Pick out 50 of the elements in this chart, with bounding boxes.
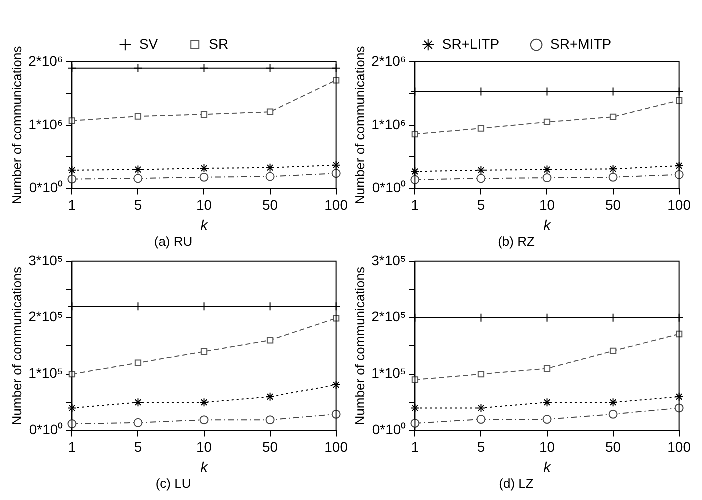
x-tick-label: 10 — [196, 197, 212, 214]
x-tick-label: 50 — [262, 197, 278, 214]
text: (d) LZ — [499, 476, 534, 491]
x-tick-label: 5 — [134, 439, 142, 456]
x-tick-label: 100 — [324, 439, 348, 456]
x-tick-label: 100 — [668, 197, 692, 214]
x-tick-label: 5 — [477, 197, 486, 214]
y-axis-title: Number of communications — [352, 46, 368, 205]
x-tick-label: 50 — [262, 439, 278, 456]
x-tick-label: 100 — [668, 439, 692, 456]
legend-label: SV — [139, 36, 159, 52]
text: (b) RZ — [498, 234, 535, 249]
x-axis-title: k — [200, 216, 209, 233]
y-tick-label: 1*10⁶ — [28, 116, 64, 132]
y-tick-label: 1*10⁶ — [372, 116, 406, 132]
x-axis-title: k — [200, 458, 209, 475]
legend-label: SR — [209, 36, 229, 52]
y-tick-label: 2*10⁶ — [372, 52, 406, 69]
x-tick-label: 10 — [539, 197, 556, 214]
y-tick-label: 3*10⁵ — [28, 252, 64, 268]
x-axis-title: k — [544, 458, 552, 475]
x-tick-label: 100 — [324, 197, 348, 214]
x-tick-label: 1 — [68, 197, 76, 214]
legend-label: SR+LITP — [442, 36, 500, 52]
x-tick-label: 50 — [605, 197, 622, 214]
y-tick-label: 0*10⁰ — [29, 180, 64, 196]
text: (c) LU — [156, 476, 192, 491]
y-tick-label: 0*10⁰ — [372, 180, 406, 196]
y-tick-label: 1*10⁵ — [28, 365, 64, 382]
y-tick-label: 2*10⁶ — [28, 52, 64, 69]
x-tick-label: 1 — [411, 439, 420, 456]
y-tick-label: 2*10⁵ — [372, 308, 406, 325]
y-tick-label: 3*10⁵ — [372, 252, 406, 268]
text: (a) RU — [154, 234, 193, 249]
x-tick-label: 5 — [134, 197, 142, 214]
y-tick-label: 0*10⁰ — [372, 422, 406, 438]
legend-label: SR+MITP — [550, 36, 612, 52]
x-tick-label: 1 — [68, 439, 76, 456]
y-axis-title: Number of communications — [9, 266, 24, 426]
x-tick-label: 5 — [477, 439, 486, 456]
x-axis-title: k — [544, 216, 552, 233]
x-tick-label: 1 — [411, 197, 420, 214]
y-axis-title: Number of communications — [9, 46, 24, 205]
x-tick-label: 10 — [196, 439, 212, 456]
y-tick-label: 1*10⁵ — [372, 365, 406, 382]
x-tick-label: 10 — [539, 439, 556, 456]
y-axis-title: Number of communications — [352, 266, 368, 426]
x-tick-label: 50 — [606, 439, 622, 456]
y-tick-label: 0*10⁰ — [29, 422, 64, 438]
y-tick-label: 2*10⁵ — [28, 308, 64, 325]
